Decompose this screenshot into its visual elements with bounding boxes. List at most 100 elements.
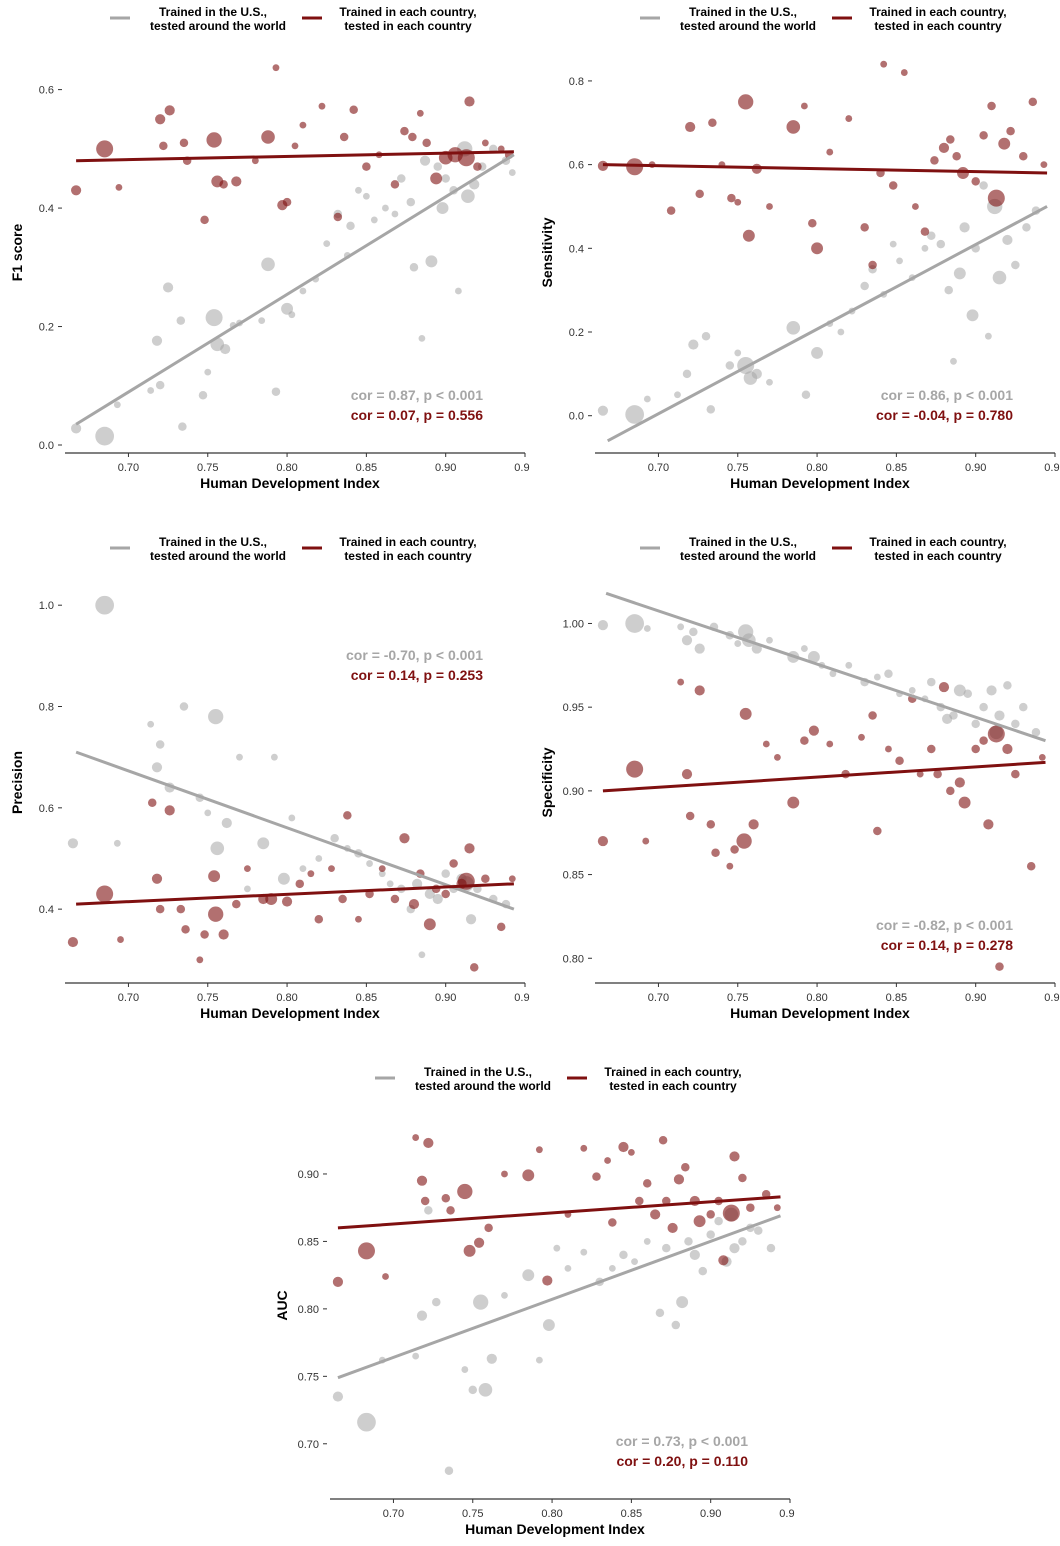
data-point <box>971 744 980 754</box>
data-point <box>868 711 877 720</box>
data-point <box>987 725 1005 743</box>
data-point <box>468 1385 478 1395</box>
data-point <box>762 740 770 748</box>
x-tick-label: 0.90 <box>965 462 986 474</box>
data-point <box>734 640 742 647</box>
data-point <box>1006 126 1015 136</box>
data-point <box>473 1294 489 1310</box>
data-point <box>408 898 420 910</box>
series-country-points <box>71 64 514 225</box>
data-point <box>800 645 808 652</box>
trend-line-country <box>76 882 514 906</box>
cor-annotation-us: cor = 0.73, p < 0.001 <box>616 1433 749 1449</box>
data-point <box>726 862 734 870</box>
data-point <box>67 936 79 948</box>
data-point <box>650 1209 661 1220</box>
data-point <box>950 357 957 365</box>
data-point <box>627 1148 635 1156</box>
cor-annotation-country: cor = 0.14, p = 0.253 <box>351 667 484 683</box>
y-axis-title: AUC <box>274 1290 290 1320</box>
x-tick-label: 0.95 <box>1044 992 1060 1004</box>
data-point <box>979 131 988 140</box>
data-point <box>718 1255 729 1266</box>
data-point <box>338 894 347 904</box>
data-point <box>730 845 739 854</box>
data-point <box>441 1193 451 1203</box>
data-point <box>619 1250 628 1260</box>
data-point <box>826 740 834 748</box>
data-point <box>339 132 349 142</box>
data-point <box>800 736 809 745</box>
data-point <box>829 670 837 678</box>
data-point <box>159 141 168 151</box>
legend-us-line1: Trained in the U.S., <box>424 1065 532 1079</box>
data-point <box>542 1319 555 1332</box>
data-point <box>868 260 877 270</box>
x-tick-label: 0.95 <box>779 1508 795 1520</box>
data-point <box>208 708 224 725</box>
data-point <box>481 139 489 147</box>
data-point <box>642 837 650 845</box>
data-point <box>766 378 773 386</box>
legend-country-line1: Trained in each country, <box>339 535 476 549</box>
data-point <box>957 167 969 179</box>
x-tick-label: 0.95 <box>514 992 530 1004</box>
data-point <box>826 148 834 156</box>
data-point <box>433 162 443 171</box>
data-point <box>979 181 988 190</box>
data-point <box>992 270 1007 285</box>
data-point <box>464 96 475 107</box>
data-point <box>474 1237 485 1248</box>
data-point <box>689 627 698 637</box>
y-axis-title: F1 score <box>9 223 25 281</box>
cor-annotation-country: cor = 0.07, p = 0.556 <box>351 407 484 423</box>
x-tick-label: 0.75 <box>462 1508 483 1520</box>
legend-country-line2: tested in each country <box>344 549 472 563</box>
data-point <box>473 162 482 171</box>
legend-country-line2: tested in each country <box>874 19 1002 33</box>
x-tick-label: 0.90 <box>700 1508 721 1520</box>
data-point <box>332 1391 344 1402</box>
data-point <box>1011 260 1020 270</box>
data-point <box>418 334 426 342</box>
data-point <box>469 963 479 972</box>
data-point <box>457 1183 473 1200</box>
data-point <box>1031 728 1041 737</box>
data-point <box>736 833 752 849</box>
data-point <box>667 1222 678 1234</box>
legend: Trained in the U.S.,tested around the wo… <box>640 535 1007 563</box>
data-point <box>416 1175 428 1186</box>
legend: Trained in the U.S.,tested around the wo… <box>640 5 1007 33</box>
data-point <box>936 239 946 249</box>
data-point <box>508 875 516 883</box>
data-point <box>295 879 305 889</box>
data-point <box>271 387 281 396</box>
data-point <box>441 889 450 899</box>
data-point <box>221 817 232 829</box>
legend-us-line2: tested around the world <box>415 1079 551 1093</box>
chart-panel-auc: Trained in the U.S.,tested around the wo… <box>274 1065 795 1537</box>
data-point <box>958 796 971 809</box>
legend: Trained in the U.S.,tested around the wo… <box>110 535 477 563</box>
data-point <box>714 1216 723 1226</box>
data-point <box>949 711 958 720</box>
x-tick-label: 0.70 <box>383 1508 404 1520</box>
cor-annotation-country: cor = 0.14, p = 0.278 <box>881 937 1014 953</box>
legend-country-line2: tested in each country <box>344 19 472 33</box>
data-point <box>441 174 450 183</box>
data-point <box>662 1243 671 1253</box>
data-point <box>1026 861 1036 871</box>
data-point <box>378 865 386 873</box>
data-point <box>580 1144 588 1152</box>
data-point <box>346 221 355 231</box>
x-tick-label: 0.70 <box>118 462 139 474</box>
x-tick-label: 0.70 <box>648 992 669 1004</box>
data-point <box>658 1135 668 1145</box>
data-point <box>219 180 228 189</box>
data-point <box>210 841 225 856</box>
data-point <box>349 105 358 115</box>
data-point <box>270 753 278 761</box>
data-point <box>424 1206 433 1215</box>
data-point <box>449 859 458 868</box>
data-point <box>1019 702 1028 712</box>
